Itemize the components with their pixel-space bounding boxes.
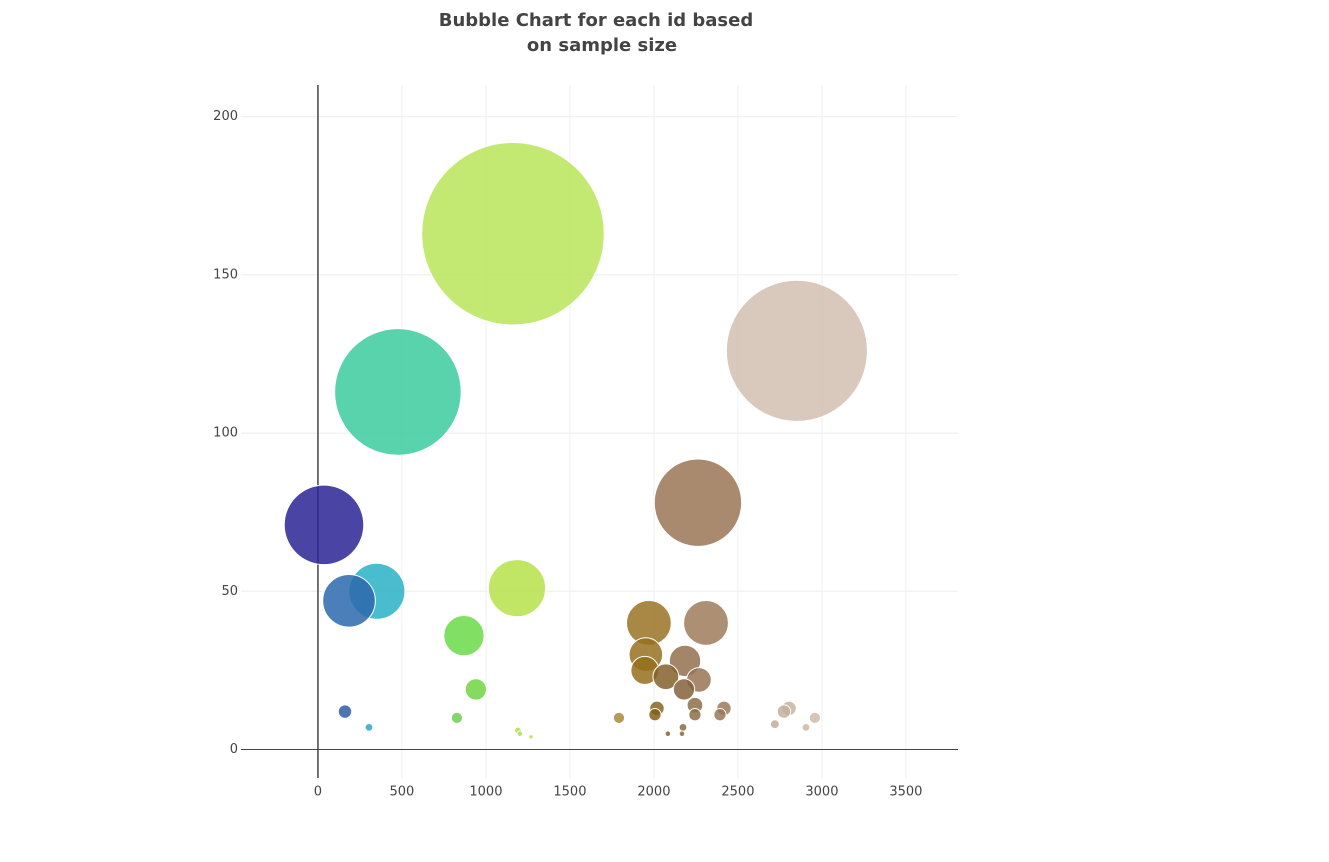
bubble bbox=[337, 704, 353, 719]
chart-title: on sample size bbox=[527, 35, 677, 56]
bubble bbox=[443, 614, 485, 657]
x-tick-label: 1500 bbox=[553, 785, 586, 800]
y-tick-label: 0 bbox=[230, 742, 238, 757]
bubble bbox=[612, 711, 626, 724]
x-tick-label: 3000 bbox=[805, 785, 838, 800]
x-tick-label: 2000 bbox=[637, 785, 670, 800]
bubble bbox=[653, 458, 743, 547]
bubble bbox=[801, 722, 811, 732]
y-tick-label: 150 bbox=[213, 267, 238, 282]
bubble bbox=[421, 141, 605, 326]
x-tick-label: 500 bbox=[390, 785, 415, 800]
bubble bbox=[808, 711, 821, 724]
bubble bbox=[322, 573, 376, 628]
bubble bbox=[648, 708, 662, 722]
bubble bbox=[713, 708, 727, 722]
marks bbox=[283, 141, 868, 740]
bubble bbox=[334, 328, 462, 456]
bubble bbox=[528, 734, 534, 740]
bubble bbox=[464, 678, 487, 701]
bubble bbox=[688, 708, 702, 722]
bubble bbox=[683, 600, 729, 646]
x-tick-label: 2500 bbox=[721, 785, 754, 800]
bubble bbox=[450, 711, 463, 724]
x-tick-label: 3500 bbox=[889, 785, 922, 800]
bubble bbox=[652, 663, 680, 691]
bubble bbox=[283, 484, 365, 566]
bubble bbox=[725, 279, 868, 422]
chart-title: Bubble Chart for each id based bbox=[439, 10, 753, 31]
bubble bbox=[664, 730, 672, 737]
x-tick-label: 0 bbox=[314, 785, 322, 800]
bubble bbox=[776, 704, 792, 719]
y-tick-label: 200 bbox=[213, 109, 238, 124]
bubble bbox=[678, 730, 686, 737]
y-tick-label: 50 bbox=[221, 584, 238, 599]
bubble bbox=[516, 730, 524, 737]
bubble bbox=[769, 719, 780, 730]
bubble bbox=[487, 559, 547, 618]
bubble bbox=[678, 722, 688, 732]
y-tick-label: 100 bbox=[213, 426, 238, 441]
x-tick-label: 1000 bbox=[469, 785, 502, 800]
bubble bbox=[364, 722, 374, 732]
bubble bbox=[672, 678, 696, 701]
